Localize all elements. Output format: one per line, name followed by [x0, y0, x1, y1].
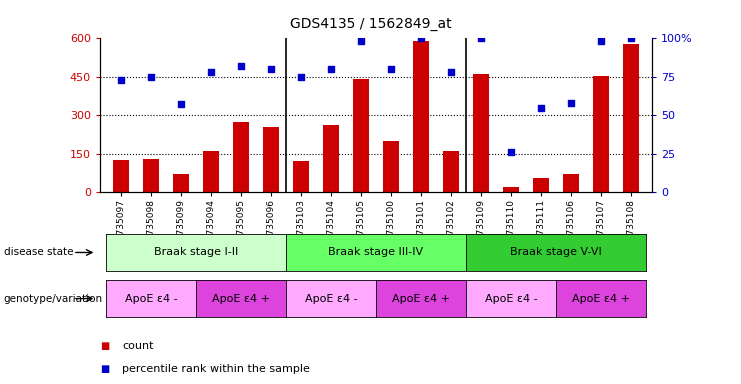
Point	[505, 149, 517, 155]
Bar	[383, 141, 399, 192]
Point	[445, 69, 457, 75]
Bar	[593, 76, 609, 192]
Bar	[473, 74, 489, 192]
Text: ApoE ε4 -: ApoE ε4 -	[485, 293, 537, 304]
Point	[115, 77, 127, 83]
Text: ApoE ε4 -: ApoE ε4 -	[305, 293, 357, 304]
Point	[415, 35, 427, 41]
Bar	[293, 161, 309, 192]
Text: genotype/variation: genotype/variation	[4, 293, 103, 304]
Bar	[443, 151, 459, 192]
Point	[265, 66, 277, 72]
Bar	[413, 41, 429, 192]
Text: Braak stage V-VI: Braak stage V-VI	[511, 247, 602, 258]
Text: ApoE ε4 +: ApoE ε4 +	[572, 293, 630, 304]
Bar	[233, 122, 249, 192]
Point	[205, 69, 217, 75]
Text: ApoE ε4 +: ApoE ε4 +	[212, 293, 270, 304]
Text: GDS4135 / 1562849_at: GDS4135 / 1562849_at	[290, 17, 451, 31]
Bar	[623, 43, 639, 192]
Point	[235, 63, 247, 69]
Text: disease state: disease state	[4, 247, 73, 258]
Point	[325, 66, 337, 72]
Text: Braak stage III-IV: Braak stage III-IV	[328, 247, 424, 258]
Point	[175, 101, 187, 108]
Point	[145, 74, 157, 80]
Point	[595, 38, 607, 45]
Text: ApoE ε4 +: ApoE ε4 +	[392, 293, 450, 304]
Text: ■: ■	[100, 341, 109, 351]
Text: count: count	[122, 341, 154, 351]
Bar	[323, 126, 339, 192]
Bar	[563, 174, 579, 192]
Point	[535, 104, 547, 111]
Bar	[353, 79, 369, 192]
Text: ApoE ε4 -: ApoE ε4 -	[124, 293, 177, 304]
Bar	[173, 174, 189, 192]
Bar	[203, 151, 219, 192]
Point	[355, 38, 367, 45]
Text: percentile rank within the sample: percentile rank within the sample	[122, 364, 310, 374]
Point	[385, 66, 397, 72]
Bar	[113, 160, 129, 192]
Point	[475, 35, 487, 41]
Point	[625, 35, 637, 41]
Bar	[263, 127, 279, 192]
Text: Braak stage I-II: Braak stage I-II	[154, 247, 238, 258]
Point	[295, 74, 307, 80]
Bar	[533, 178, 549, 192]
Text: ■: ■	[100, 364, 109, 374]
Point	[565, 100, 577, 106]
Bar	[503, 187, 519, 192]
Bar	[143, 159, 159, 192]
